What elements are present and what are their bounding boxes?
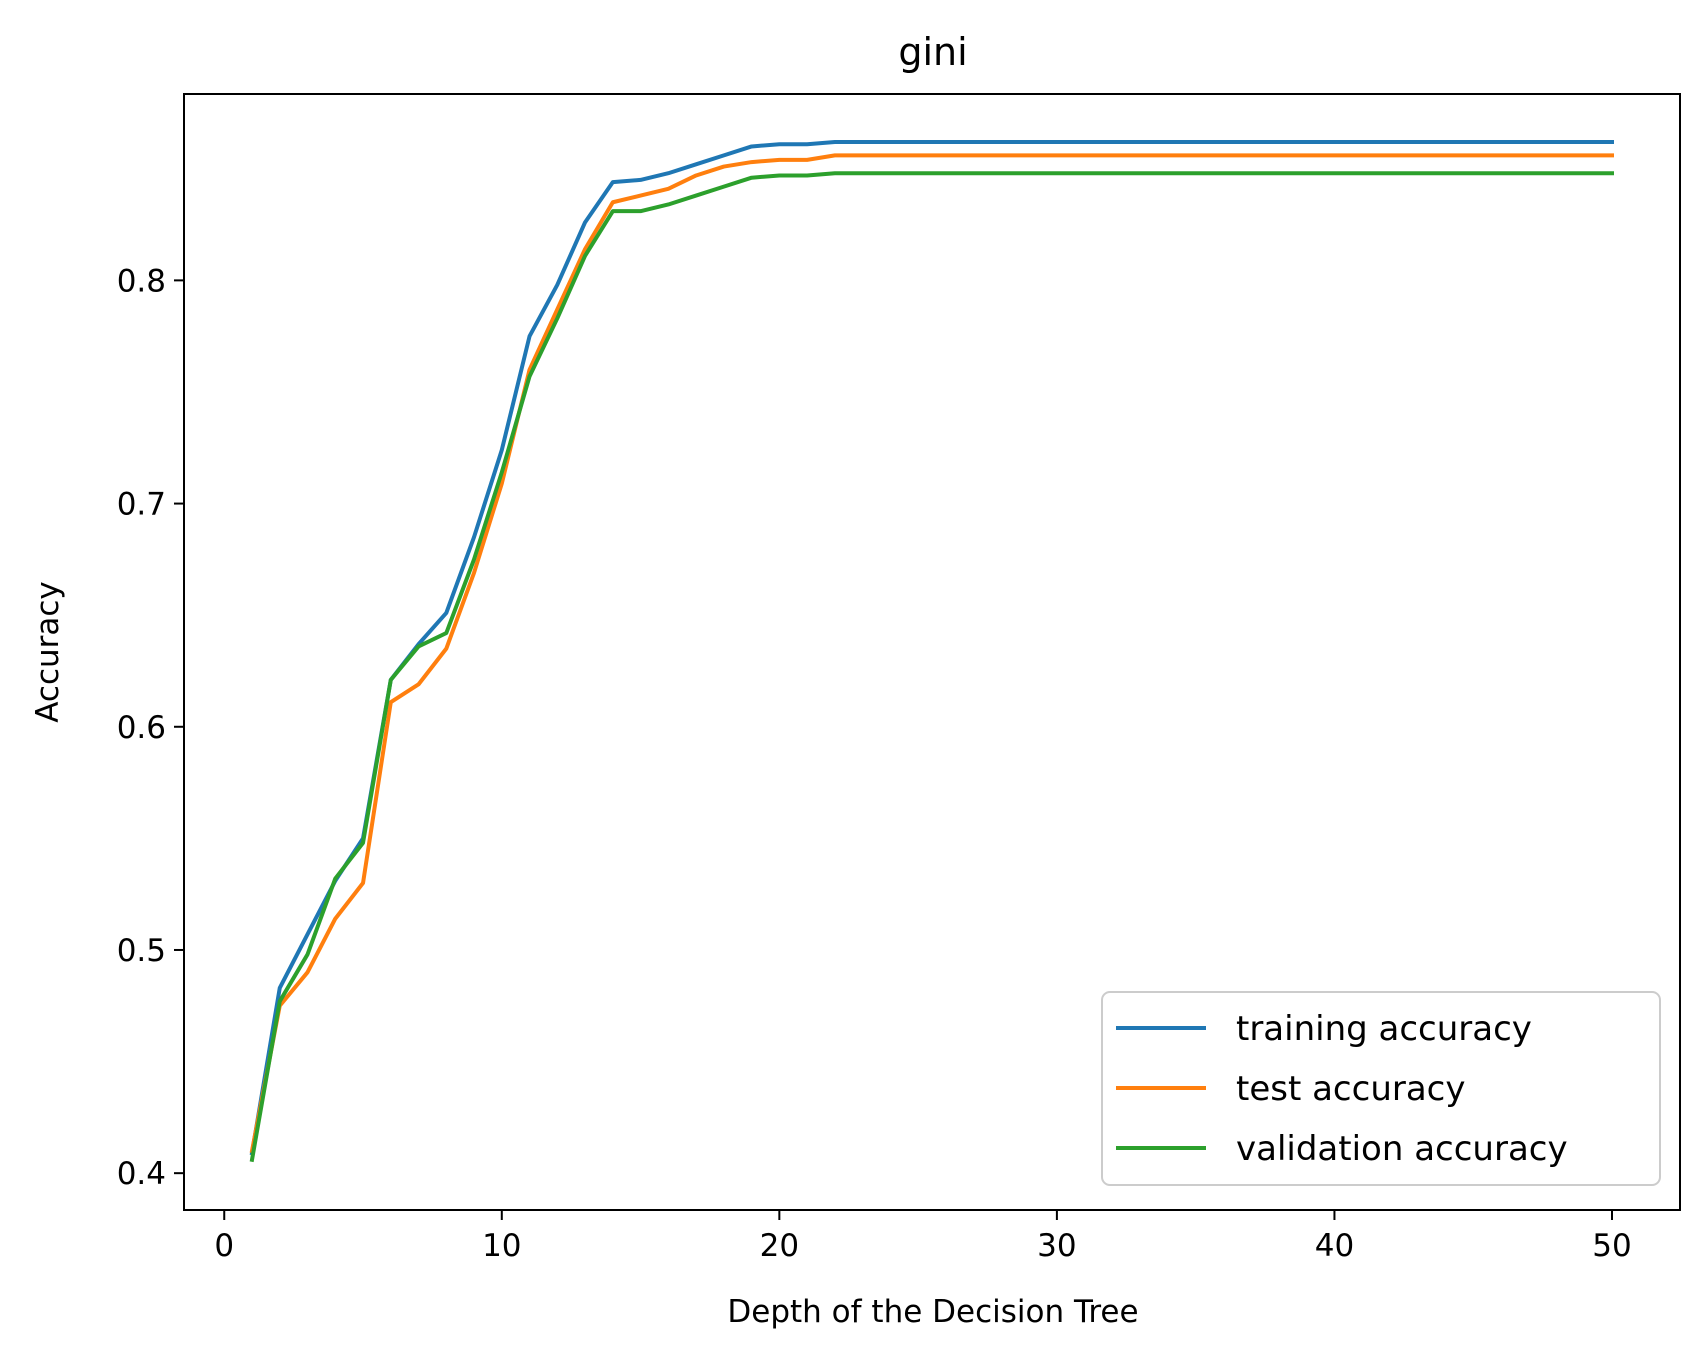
series-line-test-accuracy: [249, 153, 1614, 1154]
legend: training accuracy test accuracy validati…: [1101, 991, 1661, 1186]
legend-label-validation-accuracy: validation accuracy: [1236, 1129, 1568, 1169]
x-tick-label: 20: [760, 1228, 799, 1264]
legend-label-training-accuracy: training accuracy: [1236, 1009, 1532, 1049]
y-axis-label: Accuracy: [30, 581, 66, 723]
x-tick-label: 50: [1592, 1228, 1631, 1264]
x-tick-label: 40: [1315, 1228, 1354, 1264]
y-tick-label: 0.7: [117, 487, 166, 523]
series-layer: [249, 139, 1614, 1163]
x-tick-label: 10: [482, 1228, 521, 1264]
series-line-training-accuracy: [249, 139, 1614, 1156]
chart-title: gini: [898, 30, 967, 74]
y-tick-label: 0.5: [117, 933, 166, 969]
plot-frame: [183, 93, 1681, 1211]
x-axis-label: Depth of the Decision Tree: [727, 1294, 1138, 1330]
legend-box: [1101, 991, 1661, 1186]
legend-label-test-accuracy: test accuracy: [1236, 1069, 1466, 1109]
series-line-validation-accuracy: [249, 171, 1614, 1163]
x-tick-label: 0: [214, 1228, 234, 1264]
x-ticks: 0 10 20 30 40 50: [214, 1210, 1632, 1264]
y-tick-label: 0.4: [117, 1156, 166, 1192]
y-tick-label: 0.8: [117, 263, 166, 299]
y-ticks: 0.4 0.5 0.6 0.7 0.8: [117, 263, 184, 1192]
y-tick-label: 0.6: [117, 710, 166, 746]
x-tick-label: 30: [1037, 1228, 1076, 1264]
